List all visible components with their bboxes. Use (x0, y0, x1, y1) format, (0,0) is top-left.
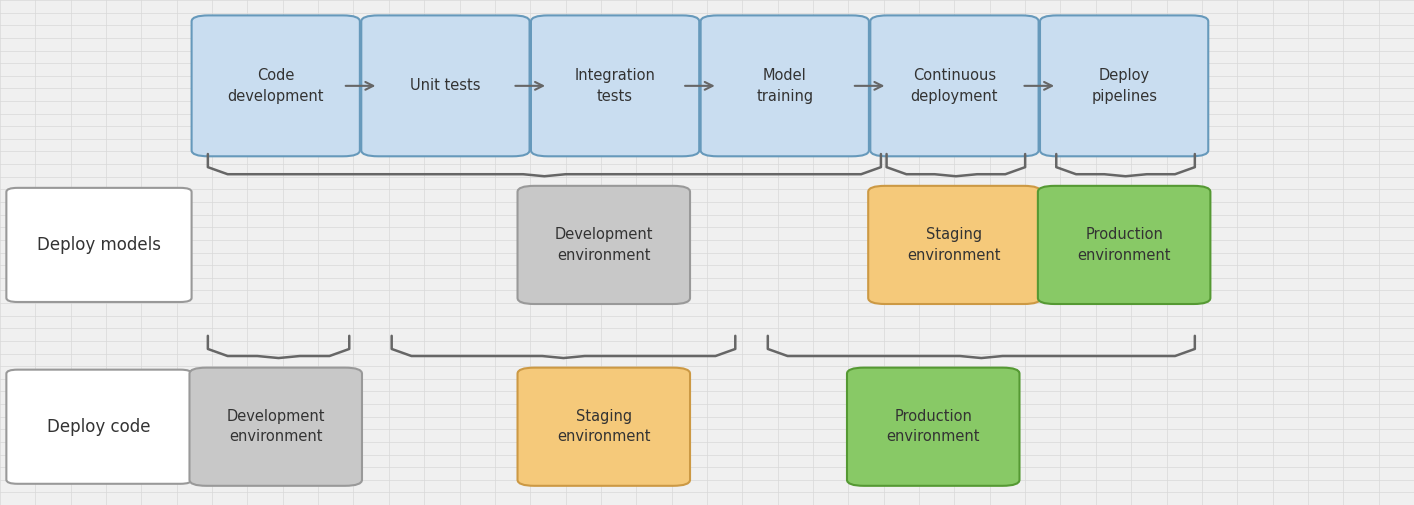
Text: Model
training: Model training (756, 68, 813, 104)
FancyBboxPatch shape (847, 368, 1019, 486)
FancyBboxPatch shape (701, 16, 868, 157)
Text: Staging
environment: Staging environment (908, 227, 1001, 263)
Text: Continuous
deployment: Continuous deployment (911, 68, 998, 104)
FancyBboxPatch shape (7, 370, 191, 484)
Text: Deploy models: Deploy models (37, 236, 161, 254)
Text: Production
environment: Production environment (1077, 227, 1171, 263)
FancyBboxPatch shape (518, 368, 690, 486)
FancyBboxPatch shape (868, 186, 1041, 304)
FancyBboxPatch shape (870, 16, 1038, 157)
FancyBboxPatch shape (530, 16, 699, 157)
Text: Development
environment: Development environment (554, 227, 653, 263)
Text: Deploy
pipelines: Deploy pipelines (1092, 68, 1157, 104)
FancyBboxPatch shape (518, 186, 690, 304)
Text: Code
development: Code development (228, 68, 324, 104)
Text: Development
environment: Development environment (226, 409, 325, 444)
FancyBboxPatch shape (1039, 16, 1208, 157)
Text: Staging
environment: Staging environment (557, 409, 650, 444)
FancyBboxPatch shape (189, 368, 362, 486)
FancyBboxPatch shape (191, 16, 359, 157)
Text: Integration
tests: Integration tests (574, 68, 656, 104)
Text: Deploy code: Deploy code (47, 418, 151, 436)
FancyBboxPatch shape (7, 188, 191, 302)
FancyBboxPatch shape (1038, 186, 1210, 304)
Text: Production
environment: Production environment (887, 409, 980, 444)
FancyBboxPatch shape (361, 16, 529, 157)
Text: Unit tests: Unit tests (410, 78, 481, 93)
